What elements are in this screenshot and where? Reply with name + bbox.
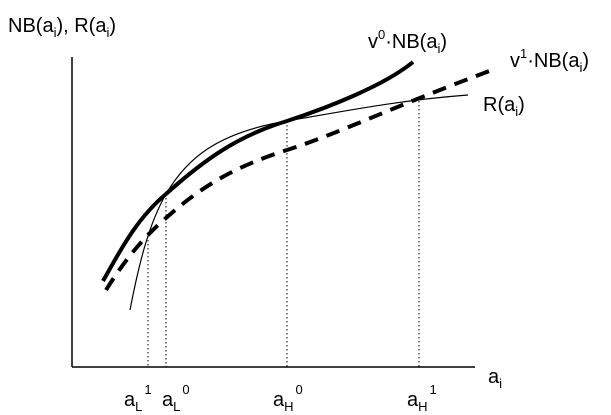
tick-aH1: aH1 [407, 382, 437, 414]
label-r: R(ai) [483, 94, 525, 119]
curve-nb-v1 [104, 68, 493, 292]
label-nb-v0: v0·NB(ai) [368, 27, 447, 56]
tick-aL1: aL1 [124, 382, 152, 414]
tick-aL0: aL0 [162, 382, 190, 414]
curve-r [129, 94, 469, 311]
curve-nb-v0 [101, 60, 415, 282]
x-axis-label: ai [488, 366, 502, 391]
y-axis-label: NB(ai), R(ai) [8, 15, 116, 40]
label-nb-v1: v1·NB(ai) [510, 46, 589, 75]
tick-aH0: aH0 [273, 382, 303, 414]
